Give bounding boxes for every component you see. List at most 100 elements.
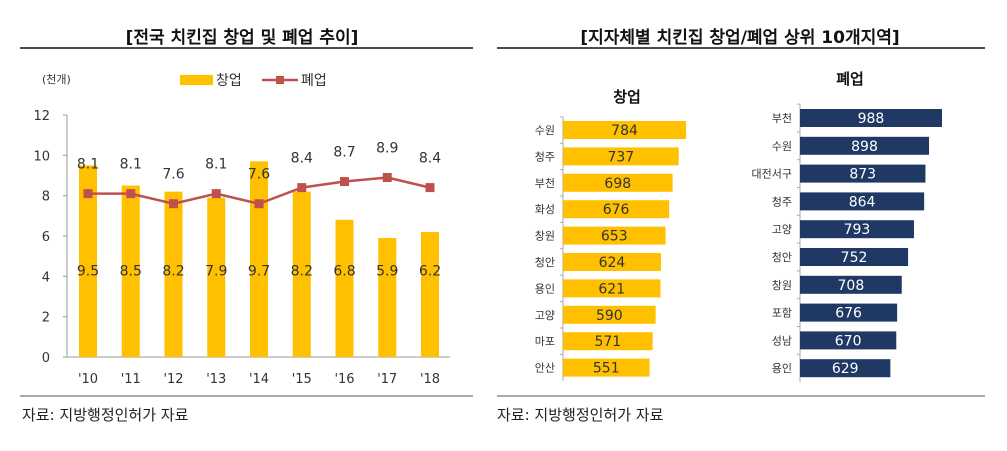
x-tick-label: '17 — [377, 372, 397, 387]
category-label: 청주 — [535, 150, 555, 163]
line-label: 7.6 — [162, 167, 184, 183]
legend-label-close: 폐업 — [301, 73, 327, 89]
bar — [563, 147, 679, 166]
bar — [563, 279, 661, 298]
x-tick-label: '14 — [249, 372, 269, 387]
bar-label: 8.2 — [162, 263, 184, 279]
bar-label: 7.9 — [205, 263, 227, 279]
category-label: 청주 — [772, 195, 792, 208]
line-label: 8.1 — [205, 157, 227, 173]
bar — [800, 220, 914, 239]
category-label: 성남 — [772, 334, 792, 347]
bar-open — [250, 161, 268, 357]
category-label: 고양 — [535, 309, 555, 322]
line-marker — [425, 183, 435, 193]
legend-marker-close — [276, 76, 284, 84]
category-label: 창원 — [772, 279, 792, 292]
bar-label: 784 — [611, 123, 638, 139]
bar — [563, 332, 653, 351]
bar-label: 6.2 — [419, 263, 441, 279]
category-label: 수원 — [535, 124, 555, 137]
category-label: 화성 — [535, 203, 555, 216]
bar — [800, 164, 926, 183]
line-marker — [382, 173, 392, 183]
category-label: 창원 — [535, 230, 555, 243]
bar-label: 9.7 — [248, 263, 270, 279]
bar — [800, 331, 897, 350]
bar-open — [378, 238, 397, 357]
bar — [563, 121, 687, 139]
y-tick-label: 0 — [42, 351, 50, 366]
category-label: 용인 — [772, 362, 792, 375]
category-label: 수원 — [772, 140, 792, 153]
bar-label: 752 — [841, 250, 868, 266]
bar-label: 793 — [844, 222, 871, 238]
bar — [800, 248, 909, 266]
x-tick-label: '16 — [334, 372, 354, 387]
bar-label: 629 — [832, 361, 859, 377]
bar-label: 653 — [601, 229, 628, 245]
line-marker — [169, 199, 178, 209]
y-tick-label: 8 — [42, 190, 50, 205]
bar-label: 698 — [604, 176, 631, 192]
bar-open — [164, 191, 183, 357]
bar — [563, 305, 656, 324]
line-label: 8.7 — [333, 145, 355, 161]
y-tick-label: 6 — [42, 230, 50, 245]
left-title: [전국 치킨집 창업 및 폐업 추이] — [126, 28, 359, 48]
bar — [563, 226, 666, 245]
category-label: 청안 — [535, 256, 555, 269]
line-marker — [297, 183, 307, 193]
bar-label: 571 — [594, 334, 621, 350]
bar-open — [121, 185, 140, 357]
bar — [800, 136, 930, 155]
bar-label: 873 — [849, 167, 876, 183]
line-marker — [254, 199, 264, 209]
bar-open — [421, 231, 439, 357]
bar-label: 898 — [851, 139, 878, 155]
bar-open — [79, 165, 97, 357]
line-label: 8.1 — [120, 157, 142, 173]
x-tick-label: '11 — [121, 372, 141, 387]
right-source: 자료: 지방행정인허가 자료 — [497, 406, 664, 424]
bar — [563, 173, 673, 192]
bar-label: 676 — [835, 306, 862, 322]
y-tick-label: 10 — [33, 149, 50, 164]
y-tick-label: 2 — [42, 311, 50, 326]
bar-label: 737 — [607, 149, 634, 165]
bar-label: 621 — [598, 281, 625, 297]
x-tick-label: '12 — [163, 372, 183, 387]
chart-title: 창업 — [613, 88, 641, 106]
category-label: 청안 — [772, 251, 792, 264]
line-marker — [340, 177, 349, 187]
bar — [800, 192, 925, 211]
bar — [800, 303, 898, 322]
unit-label: (천개) — [42, 72, 71, 86]
line-label: 8.9 — [376, 141, 398, 157]
line-marker — [126, 189, 136, 199]
chart-title: 폐업 — [836, 70, 864, 88]
category-label: 용인 — [535, 282, 555, 295]
line-label: 7.6 — [248, 167, 270, 183]
x-tick-label: '10 — [78, 372, 98, 387]
bar-open — [207, 197, 226, 357]
bar-label: 551 — [593, 361, 620, 377]
category-label: 부천 — [535, 176, 555, 190]
bar-label: 590 — [596, 308, 623, 324]
bar-label: 6.8 — [333, 263, 355, 279]
bar-open — [292, 191, 311, 357]
line-label: 8.4 — [419, 151, 441, 167]
y-tick-label: 12 — [33, 109, 50, 124]
bar-label: 670 — [835, 333, 862, 349]
category-label: 부천 — [772, 111, 792, 125]
bar-label: 9.5 — [77, 263, 99, 279]
bar-label: 988 — [858, 111, 885, 127]
legend-swatch-open — [180, 75, 213, 85]
bar-open — [335, 219, 354, 357]
category-label: 안산 — [535, 362, 555, 375]
right-title: [지자체별 치킨집 창업/폐업 상위 10개지역] — [580, 28, 899, 48]
bar-label: 676 — [603, 202, 630, 218]
bar-label: 8.5 — [120, 263, 142, 279]
legend-label-open: 창업 — [216, 73, 242, 89]
